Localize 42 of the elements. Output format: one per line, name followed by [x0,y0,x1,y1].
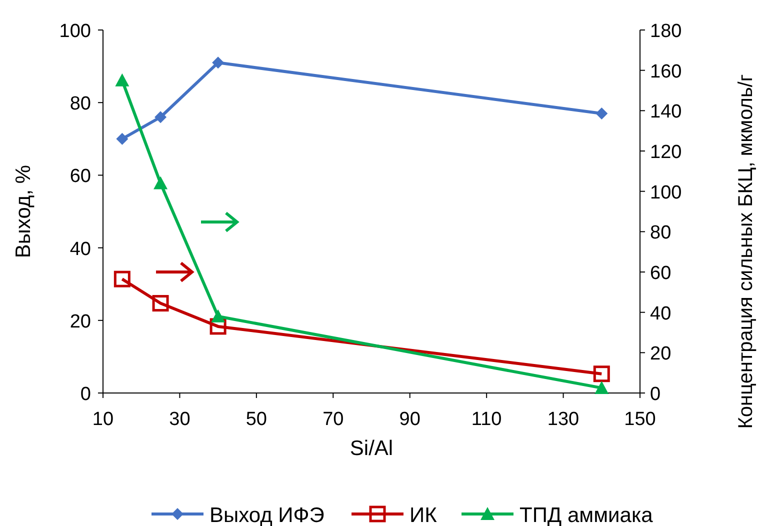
point [116,132,128,145]
point [210,318,226,335]
y2-tick-label: 140 [650,102,682,123]
y2-tick-label: 20 [650,344,672,365]
x-tick-label: 70 [322,409,344,430]
y2-tick-label: 120 [650,142,682,163]
y-tick-label: 40 [70,238,91,260]
y-tick-label: 60 [70,166,91,188]
legend-label: ИК [410,504,438,526]
point [212,56,224,69]
y-tick-label: 0 [80,384,91,405]
x-tick-label: 50 [246,409,267,430]
legend-label: ТПД аммиака [520,504,654,526]
x-tick-label: 150 [624,409,656,430]
point [596,107,608,120]
y2-tick-label: 40 [650,303,672,324]
y2-axis-title: Концентрация сильных БКЦ, мкмоль/г [735,74,757,429]
y2-tick-label: 180 [650,21,682,42]
point [211,309,226,322]
x-tick-label: 30 [169,409,190,430]
y-axis-title: Выход, % [12,164,35,258]
legend-label: Выход ИФЭ [210,504,324,526]
x-tick-label: 130 [547,409,580,430]
x-tick-label: 90 [399,409,420,430]
y2-tick-label: 80 [650,222,672,244]
point [593,366,610,382]
y2-tick-label: 160 [650,61,682,82]
x-tick-label: 110 [471,409,502,430]
point [154,111,167,124]
y2-tick-label: 0 [650,384,661,405]
point [114,270,130,288]
y-tick-label: 20 [70,311,91,332]
point [152,295,169,312]
y2-tick-label: 100 [650,182,682,204]
x-tick-label: 10 [92,409,114,430]
y-tick-label: 80 [70,94,91,115]
point [154,176,168,190]
point [594,380,609,394]
y2-tick-label: 60 [650,263,672,284]
y-tick-label: 100 [59,21,91,42]
point [115,73,130,86]
x-axis-title: Si/Al [350,437,394,460]
